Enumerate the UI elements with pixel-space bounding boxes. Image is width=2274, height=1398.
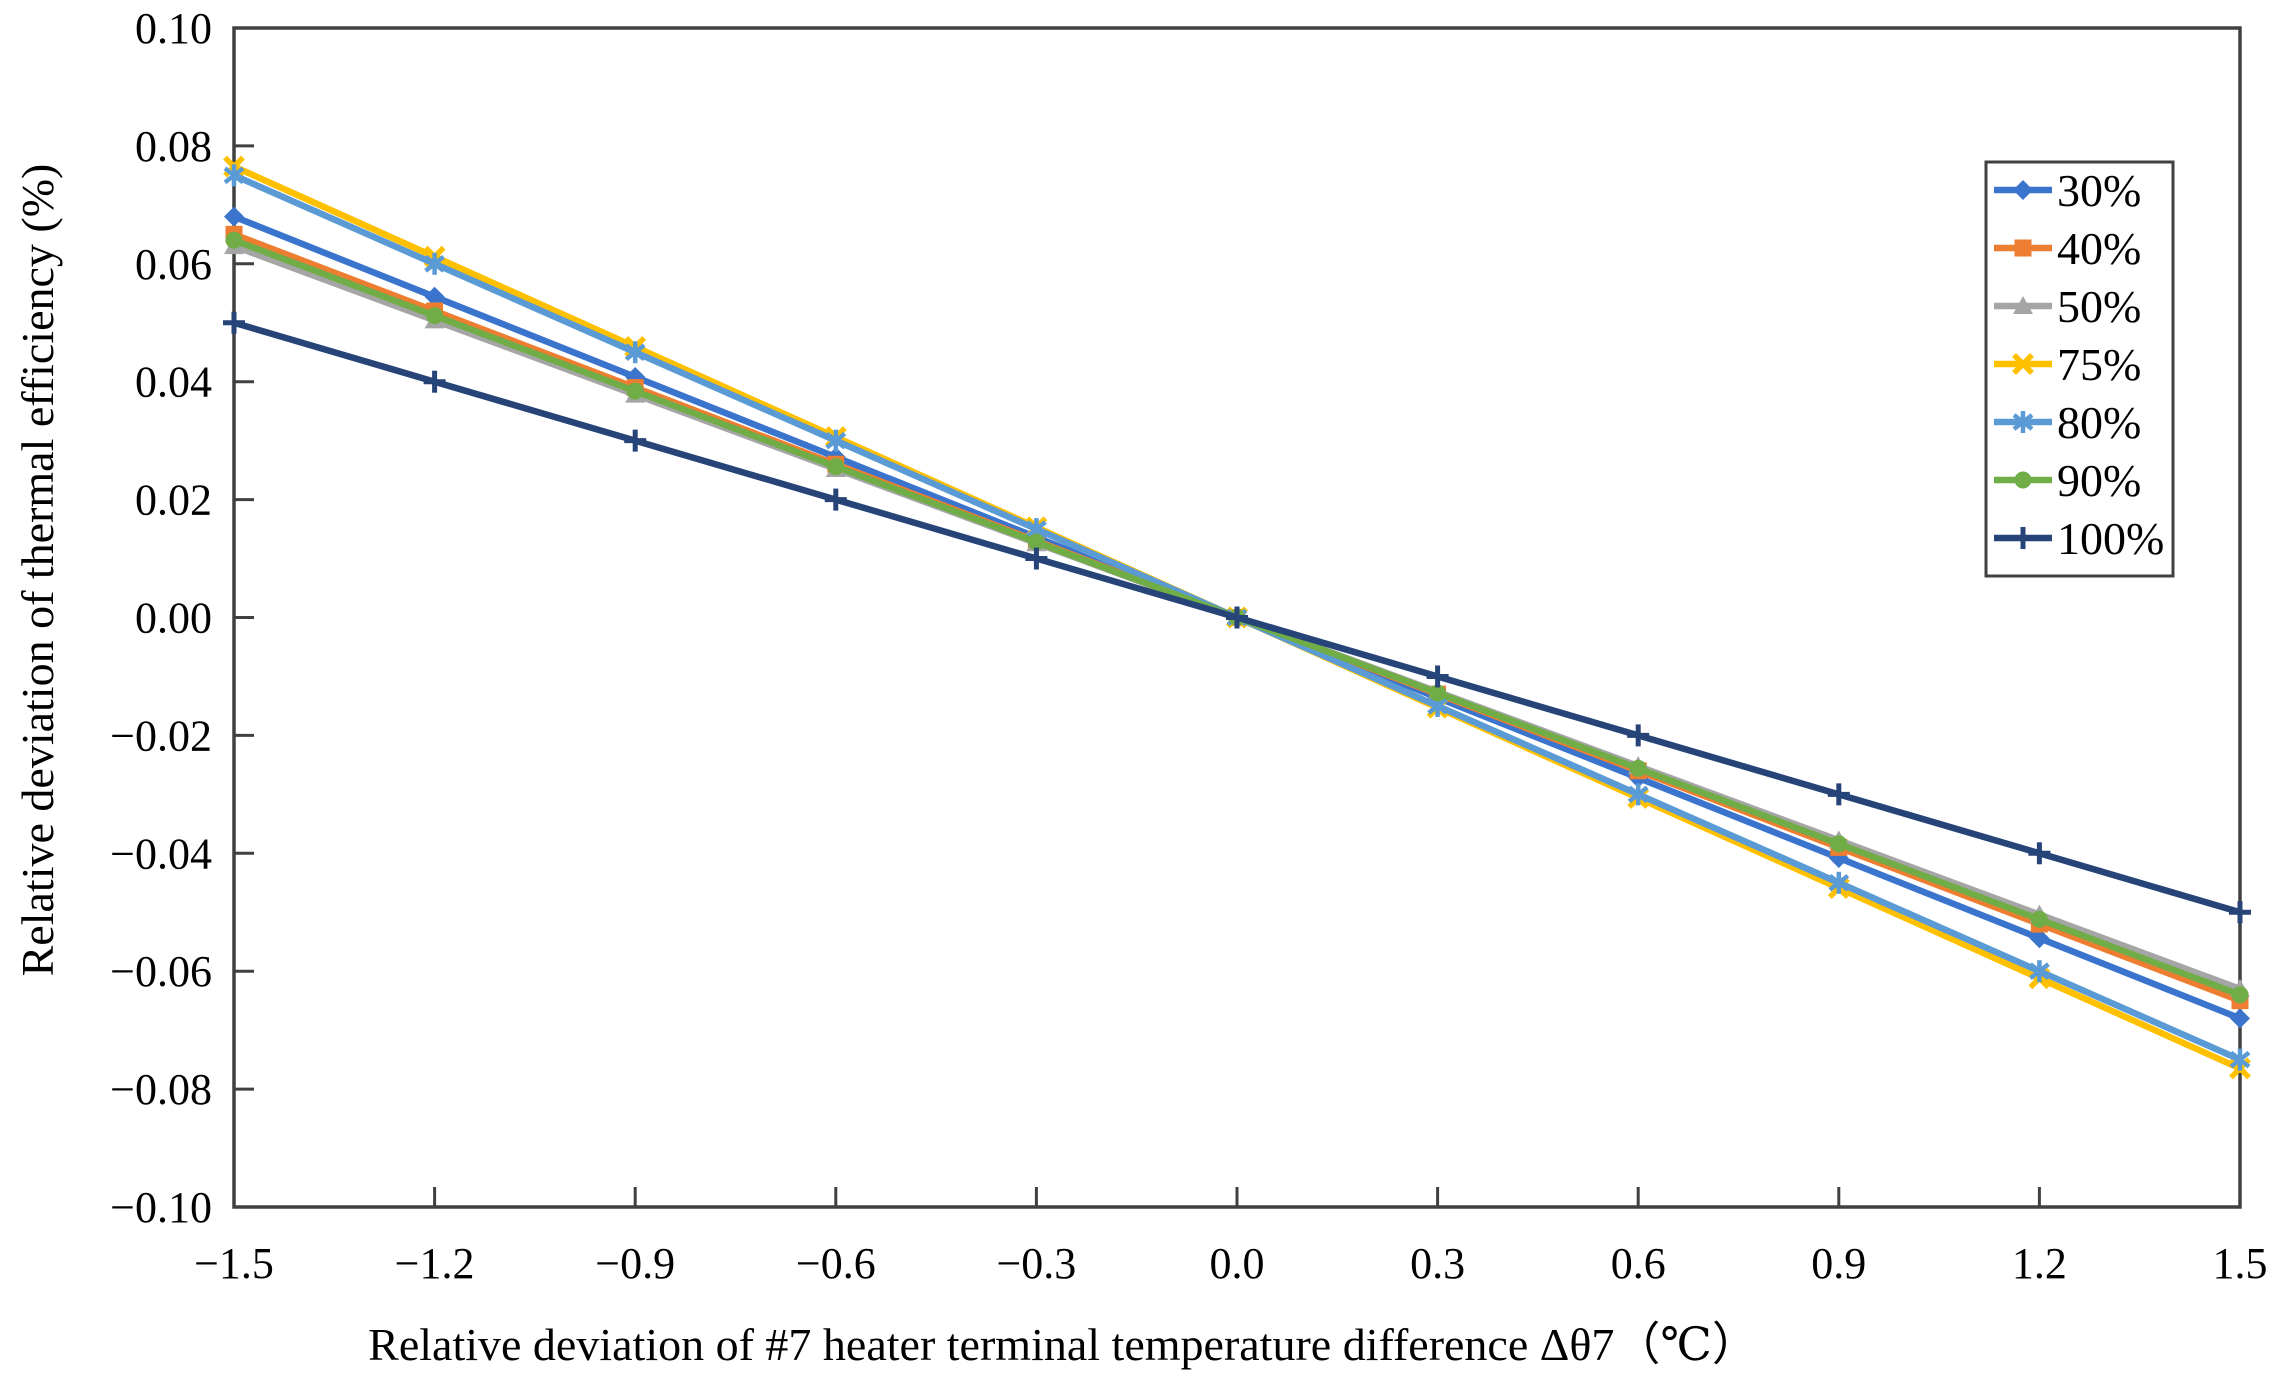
legend-item-50%: 50%: [1994, 281, 2141, 332]
circle-marker: [1629, 759, 1647, 777]
y-tick-label: 0.04: [135, 358, 212, 407]
circle-marker: [225, 231, 243, 249]
asterisk-marker: [1427, 697, 1448, 715]
asterisk-marker: [2012, 413, 2034, 431]
diamond-marker: [2230, 1008, 2250, 1029]
x-tick-label: 0.6: [1611, 1239, 1666, 1288]
y-tick-label: −0.04: [110, 829, 212, 878]
legend-label: 80%: [2057, 397, 2141, 448]
legend-label: 40%: [2057, 223, 2141, 274]
y-tick-label: −0.08: [110, 1065, 212, 1114]
x-marker: [2012, 353, 2034, 375]
axis-ticks: [232, 26, 2242, 1209]
y-tick-label: −0.10: [110, 1183, 212, 1232]
legend-label: 30%: [2057, 165, 2141, 216]
asterisk-marker: [1627, 785, 1649, 804]
circle-marker: [827, 458, 845, 476]
legend-item-30%: 30%: [1994, 165, 2141, 216]
circle-marker: [2030, 910, 2048, 928]
asterisk-marker: [624, 343, 646, 362]
asterisk-marker: [223, 166, 245, 185]
circle-marker: [1429, 684, 1447, 702]
circle-marker: [1027, 533, 1045, 551]
y-tick-label: 0.02: [135, 476, 212, 525]
legend-item-80%: 80%: [1994, 397, 2141, 448]
asterisk-marker: [1828, 873, 1850, 892]
y-axis-title: Relative deviation of thermal efficiency…: [12, 164, 63, 977]
data-series: [223, 155, 2251, 1080]
x-tick-label: 0.3: [1410, 1239, 1465, 1288]
legend-label: 100%: [2057, 513, 2164, 564]
asterisk-marker: [825, 431, 847, 450]
circle-marker: [626, 382, 644, 400]
diamond-marker: [2029, 928, 2050, 949]
square-marker: [2014, 239, 2032, 257]
y-tick-label: −0.02: [110, 711, 212, 760]
asterisk-marker: [2029, 962, 2050, 980]
x-tick-label: −0.3: [996, 1239, 1076, 1288]
series-100%: [223, 311, 2251, 924]
diamond-marker: [224, 206, 244, 227]
asterisk-marker: [2229, 1050, 2251, 1069]
x-tick-label: 0.0: [1210, 1239, 1265, 1288]
y-tick-label: −0.06: [110, 947, 212, 996]
x-tick-label: −1.2: [395, 1239, 475, 1288]
diamond-marker: [2013, 180, 2033, 200]
circle-marker: [2014, 471, 2032, 489]
x-axis-title: Relative deviation of #7 heater terminal…: [368, 1319, 1758, 1370]
x-tick-label: −1.5: [194, 1239, 274, 1288]
legend: 30% 40% 50% 75% 80% 90% 100%: [1984, 160, 2175, 578]
legend-label: 90%: [2057, 455, 2141, 506]
circle-marker: [1830, 835, 1848, 853]
legend-item-100%: 100%: [1994, 513, 2164, 564]
legend-label: 75%: [2057, 339, 2141, 390]
y-tick-label: 0.00: [135, 594, 212, 643]
y-tick-label: 0.06: [135, 240, 212, 289]
axis-tick-labels: −1.5 −1.2 −0.9 −0.6 −0.3 0.0 0.3 0.6 0.9 1.2 1.5 0.…: [110, 4, 2267, 1288]
x-tick-label: −0.9: [595, 1239, 675, 1288]
y-tick-label: 0.08: [135, 122, 212, 171]
legend-label: 50%: [2057, 281, 2141, 332]
diamond-marker: [424, 286, 445, 307]
legend-item-40%: 40%: [1994, 223, 2141, 274]
legend-item-90%: 90%: [1994, 455, 2141, 506]
asterisk-marker: [1026, 520, 1047, 538]
asterisk-marker: [424, 255, 445, 273]
circle-marker: [426, 307, 444, 325]
x-tick-label: 0.9: [1811, 1239, 1866, 1288]
x-tick-label: 1.5: [2213, 1239, 2268, 1288]
x-tick-label: 1.2: [2012, 1239, 2067, 1288]
triangle-marker: [2013, 296, 2033, 314]
x-tick-label: −0.6: [796, 1239, 876, 1288]
y-tick-label: 0.10: [135, 4, 212, 53]
circle-marker: [2231, 986, 2249, 1004]
legend-item-75%: 75%: [1994, 339, 2141, 390]
